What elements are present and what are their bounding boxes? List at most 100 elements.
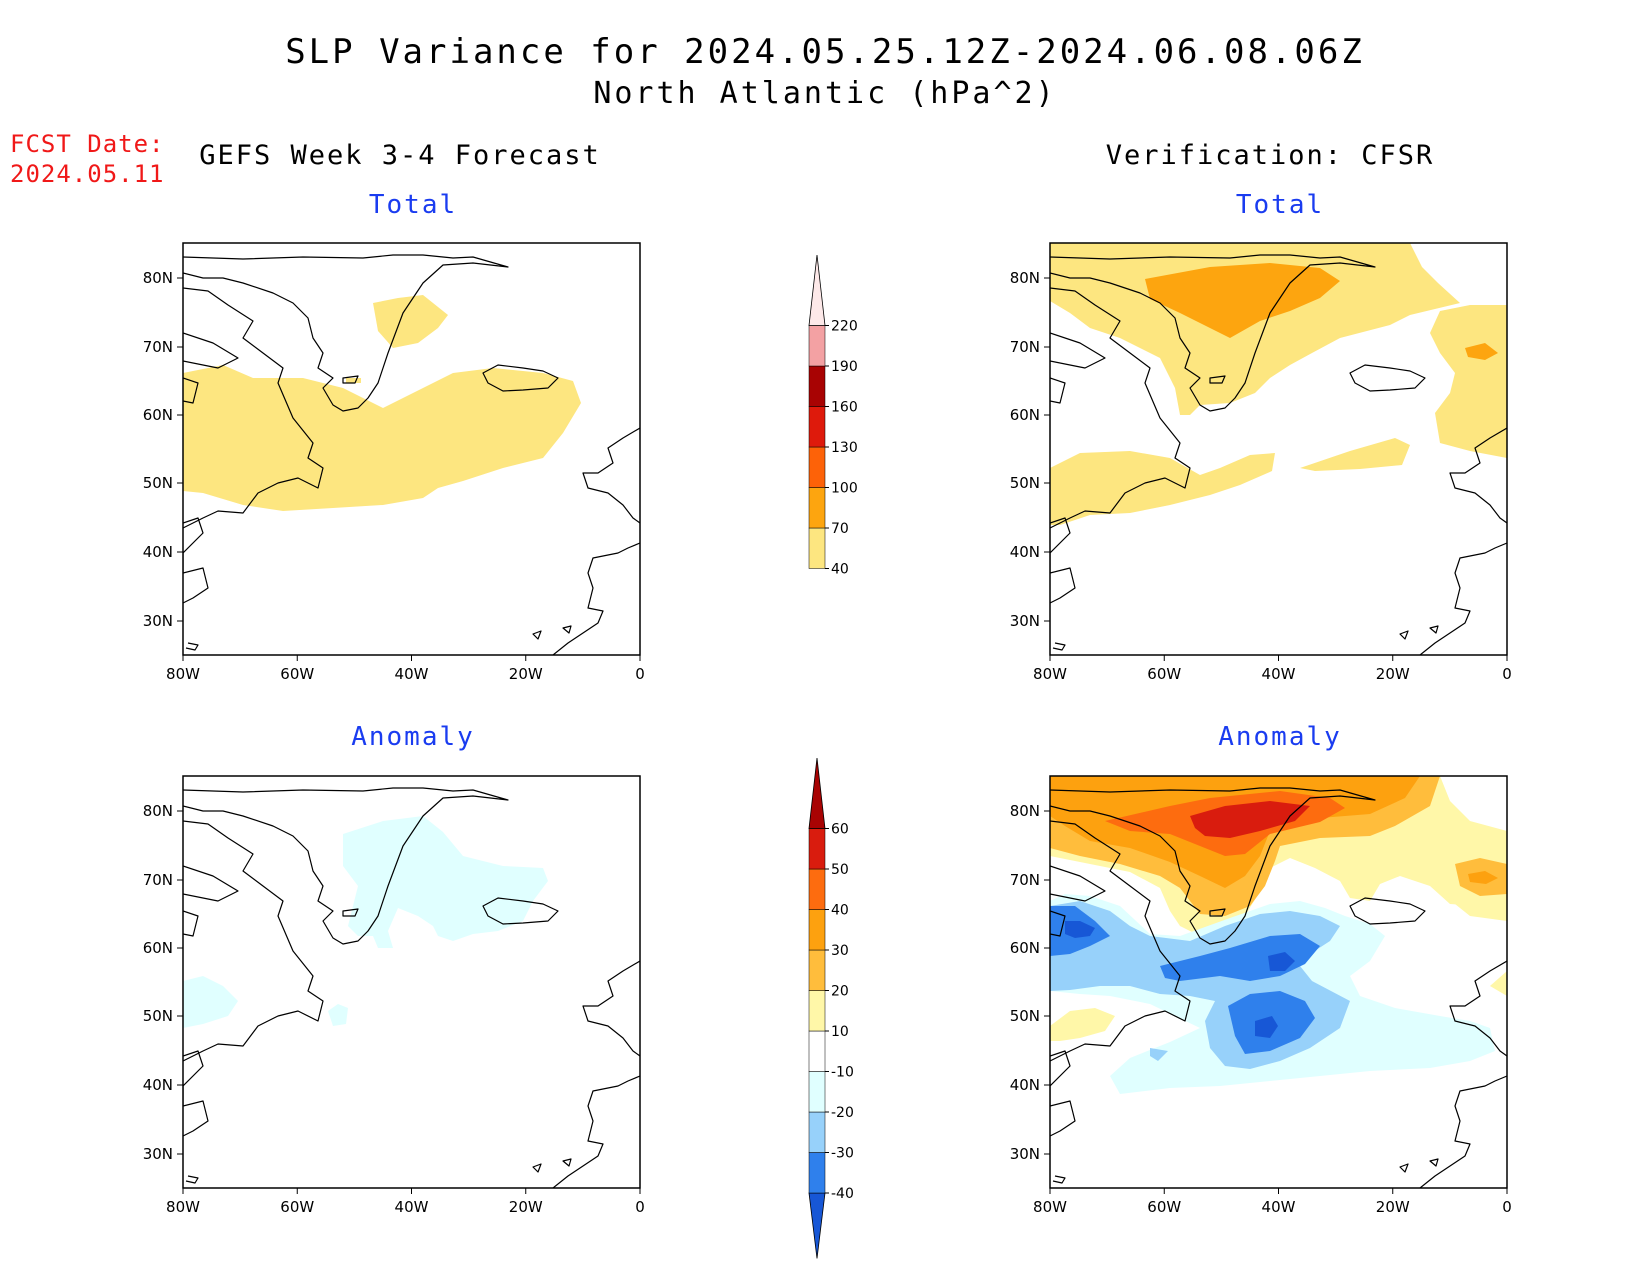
colorbar-level-label: -40	[831, 1186, 854, 1202]
colorbar-anomaly: -40 -30 -20 -10 10 20 30 40 50 60	[808, 757, 854, 1259]
contour-fill	[1468, 871, 1498, 884]
coastline	[532, 1163, 542, 1173]
coastline	[1050, 910, 1066, 937]
coastline	[1399, 1163, 1409, 1173]
contour-fill	[1050, 1008, 1115, 1041]
colorbar-segment	[808, 1030, 826, 1072]
map-forecast-anomaly: 80W 60W 40W 20W 0 80N 70N 60N 50N 40N 30N	[143, 775, 645, 1216]
panel-title-verification-anomaly: Anomaly	[1218, 722, 1342, 752]
panel-title-verification-total: Total	[1235, 190, 1325, 220]
lat-tick-label: 80N	[1010, 802, 1040, 820]
map-forecast-total: 80W 60W 40W 20W 0 80N 70N 60N 50N 40N 30N	[143, 242, 645, 683]
lat-tick-label: 60N	[1010, 939, 1040, 957]
panel-title-forecast-anomaly: Anomaly	[351, 722, 475, 752]
lat-tick-label: 50N	[143, 474, 173, 492]
coastline	[185, 1175, 199, 1184]
coastline	[1052, 1175, 1066, 1184]
colorbar-segment	[808, 406, 826, 448]
lon-tick-label: 40W	[395, 1198, 429, 1216]
coastline	[482, 364, 559, 392]
lat-tick-label: 50N	[143, 1007, 173, 1025]
contour-fill	[343, 816, 548, 948]
lon-tick-label: 40W	[395, 665, 429, 683]
coastline	[1050, 287, 1191, 529]
lon-tick-label: 20W	[509, 665, 543, 683]
coastline	[1209, 908, 1226, 917]
coastline	[1429, 625, 1439, 634]
contour-fill	[183, 976, 238, 1028]
lon-tick-label: 0	[635, 665, 645, 683]
colorbar-segment	[808, 949, 826, 991]
coastline	[183, 820, 324, 1062]
lon-tick-label: 20W	[1376, 1198, 1410, 1216]
lat-tick-label: 50N	[1010, 474, 1040, 492]
lat-tick-label: 30N	[1010, 1145, 1040, 1163]
lon-tick-label: 0	[1502, 665, 1512, 683]
lat-tick-label: 40N	[143, 1076, 173, 1094]
lat-tick-label: 30N	[143, 1145, 173, 1163]
lat-tick-label: 40N	[143, 543, 173, 561]
coastline	[342, 908, 359, 917]
colorbar-level-label: 30	[831, 943, 849, 959]
coastline	[482, 897, 559, 925]
contour-fill	[1050, 451, 1275, 525]
coastline	[1349, 897, 1426, 925]
coastline	[342, 375, 359, 384]
contour-fill	[1190, 801, 1310, 838]
column-title-verification: Verification: CFSR	[1105, 140, 1435, 171]
lon-tick-label: 60W	[1147, 665, 1181, 683]
coastline	[183, 377, 199, 404]
colorbar-level-label: -10	[831, 1065, 854, 1081]
colorbar-segment	[808, 446, 826, 488]
lat-tick-label: 70N	[1010, 871, 1040, 889]
coastline	[183, 787, 509, 945]
colorbar-segment	[808, 1152, 826, 1194]
coastline	[1349, 364, 1426, 392]
colorbar-segment	[808, 1192, 826, 1259]
coastline	[183, 865, 239, 902]
lat-tick-label: 70N	[143, 871, 173, 889]
coastline	[1050, 254, 1376, 412]
contour-fill	[328, 1004, 348, 1026]
contour-fill	[1268, 952, 1295, 971]
coastline	[183, 254, 509, 412]
colorbar-segment	[808, 1111, 826, 1153]
fcst-date-label: FCST Date:	[10, 130, 165, 158]
lat-tick-label: 70N	[143, 338, 173, 356]
column-title-forecast: GEFS Week 3-4 Forecast	[199, 140, 601, 171]
coastline	[1052, 642, 1066, 651]
colorbar-level-label: -20	[831, 1105, 854, 1121]
lat-tick-label: 40N	[1010, 543, 1040, 561]
lat-tick-label: 50N	[1010, 1007, 1040, 1025]
colorbar-level-label: 60	[831, 822, 849, 838]
coastline	[1050, 865, 1106, 902]
colorbar-level-label: 220	[831, 319, 858, 335]
coastline	[185, 642, 199, 651]
panel-title-forecast-total: Total	[368, 190, 458, 220]
coastline	[1399, 630, 1409, 640]
map-verification-total: 80W 60W 40W 20W 0 80N 70N 60N 50N 40N 30N	[1010, 242, 1512, 683]
lon-tick-label: 40W	[1262, 665, 1296, 683]
lon-tick-label: 0	[635, 1198, 645, 1216]
lon-tick-label: 80W	[1033, 665, 1067, 683]
colorbar-level-label: 130	[831, 440, 858, 456]
map-verification-anomaly: 80W 60W 40W 20W 0 80N 70N 60N 50N 40N 30N	[1010, 775, 1512, 1216]
main-title: SLP Variance for 2024.05.25.12Z-2024.06.…	[285, 32, 1365, 72]
contour-fill	[1490, 971, 1507, 996]
contour-fill	[1430, 305, 1507, 458]
coastline	[1419, 542, 1507, 655]
lat-tick-label: 60N	[1010, 406, 1040, 424]
colorbar-total: 40 70 100 130 160 190 220	[808, 254, 858, 578]
colorbar-segment	[808, 254, 826, 326]
colorbar-level-label: 10	[831, 1024, 849, 1040]
colorbar-level-label: 70	[831, 521, 849, 537]
colorbar-level-label: 40	[831, 903, 849, 919]
coastline	[183, 517, 209, 604]
lon-tick-label: 80W	[166, 665, 200, 683]
lon-tick-label: 60W	[280, 1198, 314, 1216]
colorbar-segment	[808, 527, 826, 569]
coastline	[183, 332, 239, 369]
lon-tick-label: 40W	[1262, 1198, 1296, 1216]
coastline	[1419, 1075, 1507, 1188]
main-subtitle: North Atlantic (hPa^2)	[593, 76, 1057, 111]
